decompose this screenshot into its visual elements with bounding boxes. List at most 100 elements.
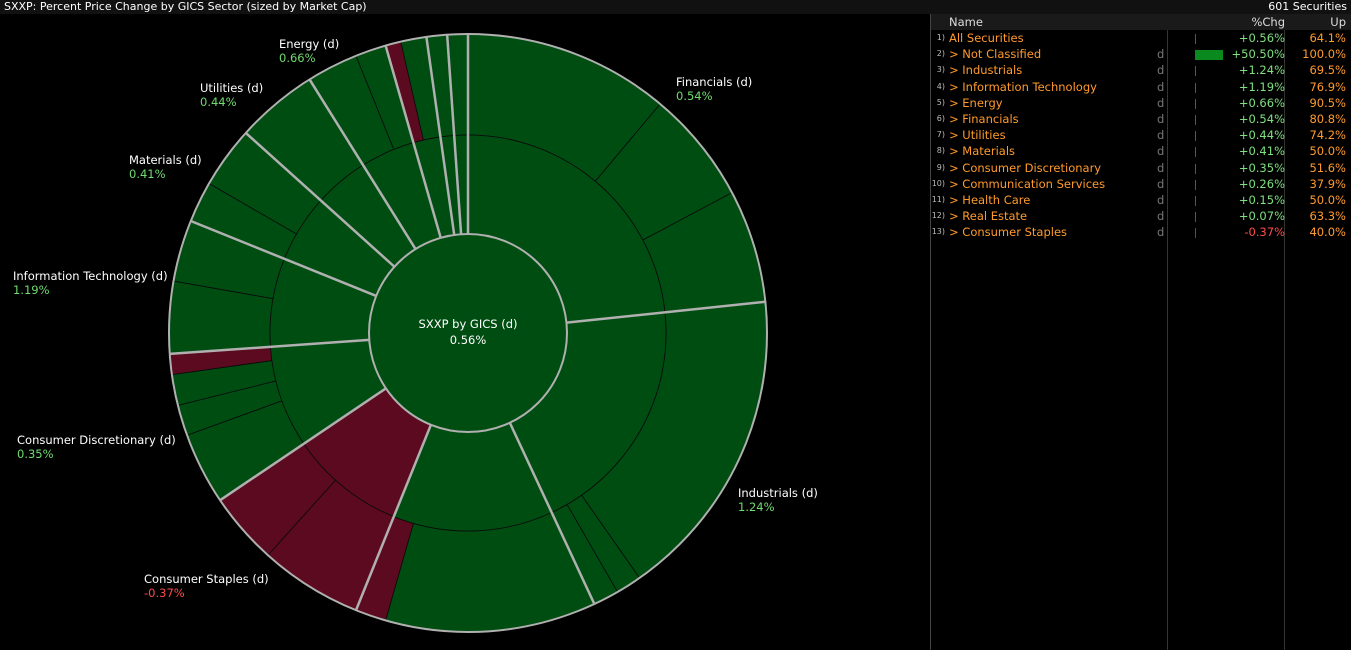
sector-label: Financials (d): [676, 75, 752, 89]
table-row[interactable]: 1) All Securities +0.56% 64.1%: [931, 30, 1351, 46]
sector-name[interactable]: All Securities: [949, 31, 1024, 45]
sector-label: Information Technology (d): [13, 269, 168, 283]
change-bar: [1195, 34, 1196, 44]
sector-border: [566, 300, 766, 324]
percent-change: +0.66%: [1238, 95, 1285, 110]
percent-change: +0.07%: [1238, 209, 1285, 224]
percent-change: +0.54%: [1238, 112, 1285, 126]
period-flag: d: [1157, 209, 1165, 224]
change-bar: [1195, 66, 1196, 77]
change-bar: [1195, 131, 1196, 142]
table-row[interactable]: 7) > Utilities d +0.44% 74.2%: [931, 127, 1351, 143]
sector-name[interactable]: > Utilities: [949, 128, 1006, 143]
table-row[interactable]: 11) > Health Care d +0.15% 50.0%: [931, 192, 1351, 208]
change-bar: [1195, 50, 1223, 61]
row-index: 6): [936, 114, 945, 123]
sector-name[interactable]: > Real Estate: [949, 209, 1028, 224]
sector-label: Consumer Staples (d): [144, 572, 269, 586]
period-flag: d: [1157, 79, 1165, 94]
center-title: SXXP by GICS (d): [419, 317, 518, 331]
sector-border: [244, 132, 396, 268]
period-flag: d: [1157, 176, 1165, 191]
period-flag: d: [1157, 63, 1165, 78]
percent-up: 37.9%: [1309, 176, 1346, 191]
table-row[interactable]: 13) > Consumer Staples d -0.37% 40.0%: [931, 224, 1351, 240]
sector-name[interactable]: > Consumer Discretionary: [949, 160, 1102, 175]
sector-name[interactable]: > Financials: [949, 112, 1019, 126]
sector-name[interactable]: > Industrials: [949, 63, 1023, 78]
sector-change: 1.24%: [738, 500, 775, 514]
period-flag: d: [1157, 47, 1165, 62]
percent-up: 80.8%: [1309, 112, 1346, 126]
sector-border: [169, 338, 370, 356]
table-row[interactable]: 10) > Communication Services d +0.26% 37.9%: [931, 176, 1351, 192]
change-bar: [1195, 228, 1196, 239]
sector-change: 1.19%: [13, 283, 50, 297]
sector-name[interactable]: > Information Technology: [949, 79, 1097, 94]
percent-up: 50.0%: [1309, 193, 1346, 207]
sector-change: 0.44%: [200, 95, 237, 109]
sector-change: 0.54%: [676, 89, 713, 103]
percent-change: +0.35%: [1238, 160, 1285, 175]
row-index: 7): [936, 130, 945, 140]
change-bar: [1195, 115, 1196, 125]
sector-label: Industrials (d): [738, 486, 818, 500]
sector-border: [219, 387, 387, 502]
percent-up: 64.1%: [1309, 31, 1346, 45]
sector-name[interactable]: > Not Classified: [949, 47, 1042, 62]
change-bar: [1195, 163, 1196, 174]
sector-change: 0.41%: [129, 167, 166, 181]
sector-border: [384, 45, 442, 239]
sector-label: Utilities (d): [200, 81, 263, 95]
sector-name[interactable]: > Consumer Staples: [949, 225, 1068, 240]
column-separator: [1167, 14, 1168, 650]
table-header: Name %Chg Up: [931, 14, 1351, 30]
table-row[interactable]: 8) > Materials d +0.41% 50.0%: [931, 143, 1351, 159]
change-bar: [1195, 82, 1196, 93]
table-row[interactable]: 4) > Information Technology d +1.19% 76.9%: [931, 79, 1351, 95]
row-index: 3): [936, 65, 945, 75]
title-bar: SXXP: Percent Price Change by GICS Secto…: [0, 0, 1351, 14]
percent-change: +0.15%: [1238, 193, 1285, 207]
percent-change: +0.44%: [1238, 128, 1285, 143]
row-index: 13): [931, 227, 945, 237]
period-flag: d: [1157, 160, 1165, 175]
percent-up: 69.5%: [1309, 63, 1346, 78]
sector-name[interactable]: > Energy: [949, 95, 1003, 110]
period-flag: d: [1157, 144, 1165, 159]
percent-up: 74.2%: [1309, 128, 1346, 143]
period-flag: d: [1157, 225, 1165, 240]
percent-change: +1.24%: [1238, 63, 1285, 78]
sector-label: Energy (d): [279, 37, 339, 51]
percent-change: +50.50%: [1231, 47, 1286, 62]
percent-up: 51.6%: [1309, 160, 1346, 175]
table-row[interactable]: 6) > Financials d +0.54% 80.8%: [931, 111, 1351, 127]
sector-border: [190, 219, 377, 298]
table-row[interactable]: 9) > Consumer Discretionary d +0.35% 51.6%: [931, 160, 1351, 176]
sector-table: Name %Chg Up 1) All Securities +0.56% 64.1%…: [930, 14, 1351, 650]
sector-name[interactable]: > Health Care: [949, 193, 1031, 207]
table-row[interactable]: 12) > Real Estate d +0.07% 63.3%: [931, 208, 1351, 224]
row-index: 8): [936, 146, 945, 156]
sector-change: -0.37%: [144, 586, 185, 600]
sector-border: [445, 34, 463, 235]
row-index: 5): [936, 97, 945, 107]
table-row[interactable]: 2) > Not Classified d +50.50% 100.0%: [931, 46, 1351, 62]
table-row[interactable]: 3) > Industrials d +1.24% 69.5%: [931, 62, 1351, 78]
period-flag: d: [1157, 95, 1165, 110]
row-index: 9): [936, 162, 945, 172]
percent-change: +0.26%: [1238, 176, 1285, 191]
sector-name[interactable]: > Materials: [949, 144, 1016, 159]
header-chg: %Chg: [1251, 15, 1285, 29]
percent-up: 50.0%: [1309, 144, 1346, 159]
percent-change: +0.56%: [1238, 31, 1285, 45]
percent-up: 40.0%: [1309, 225, 1346, 240]
table-row[interactable]: 5) > Energy d +0.66% 90.5%: [931, 95, 1351, 111]
header-up: Up: [1330, 15, 1346, 29]
sector-name[interactable]: > Communication Services: [949, 176, 1106, 191]
change-bar: [1195, 98, 1196, 109]
sunburst-chart: SXXP by GICS (d) 0.56% Energy (d)0.66% Util…: [13, 33, 818, 633]
percent-up: 76.9%: [1309, 79, 1346, 94]
percent-up: 90.5%: [1309, 95, 1346, 110]
